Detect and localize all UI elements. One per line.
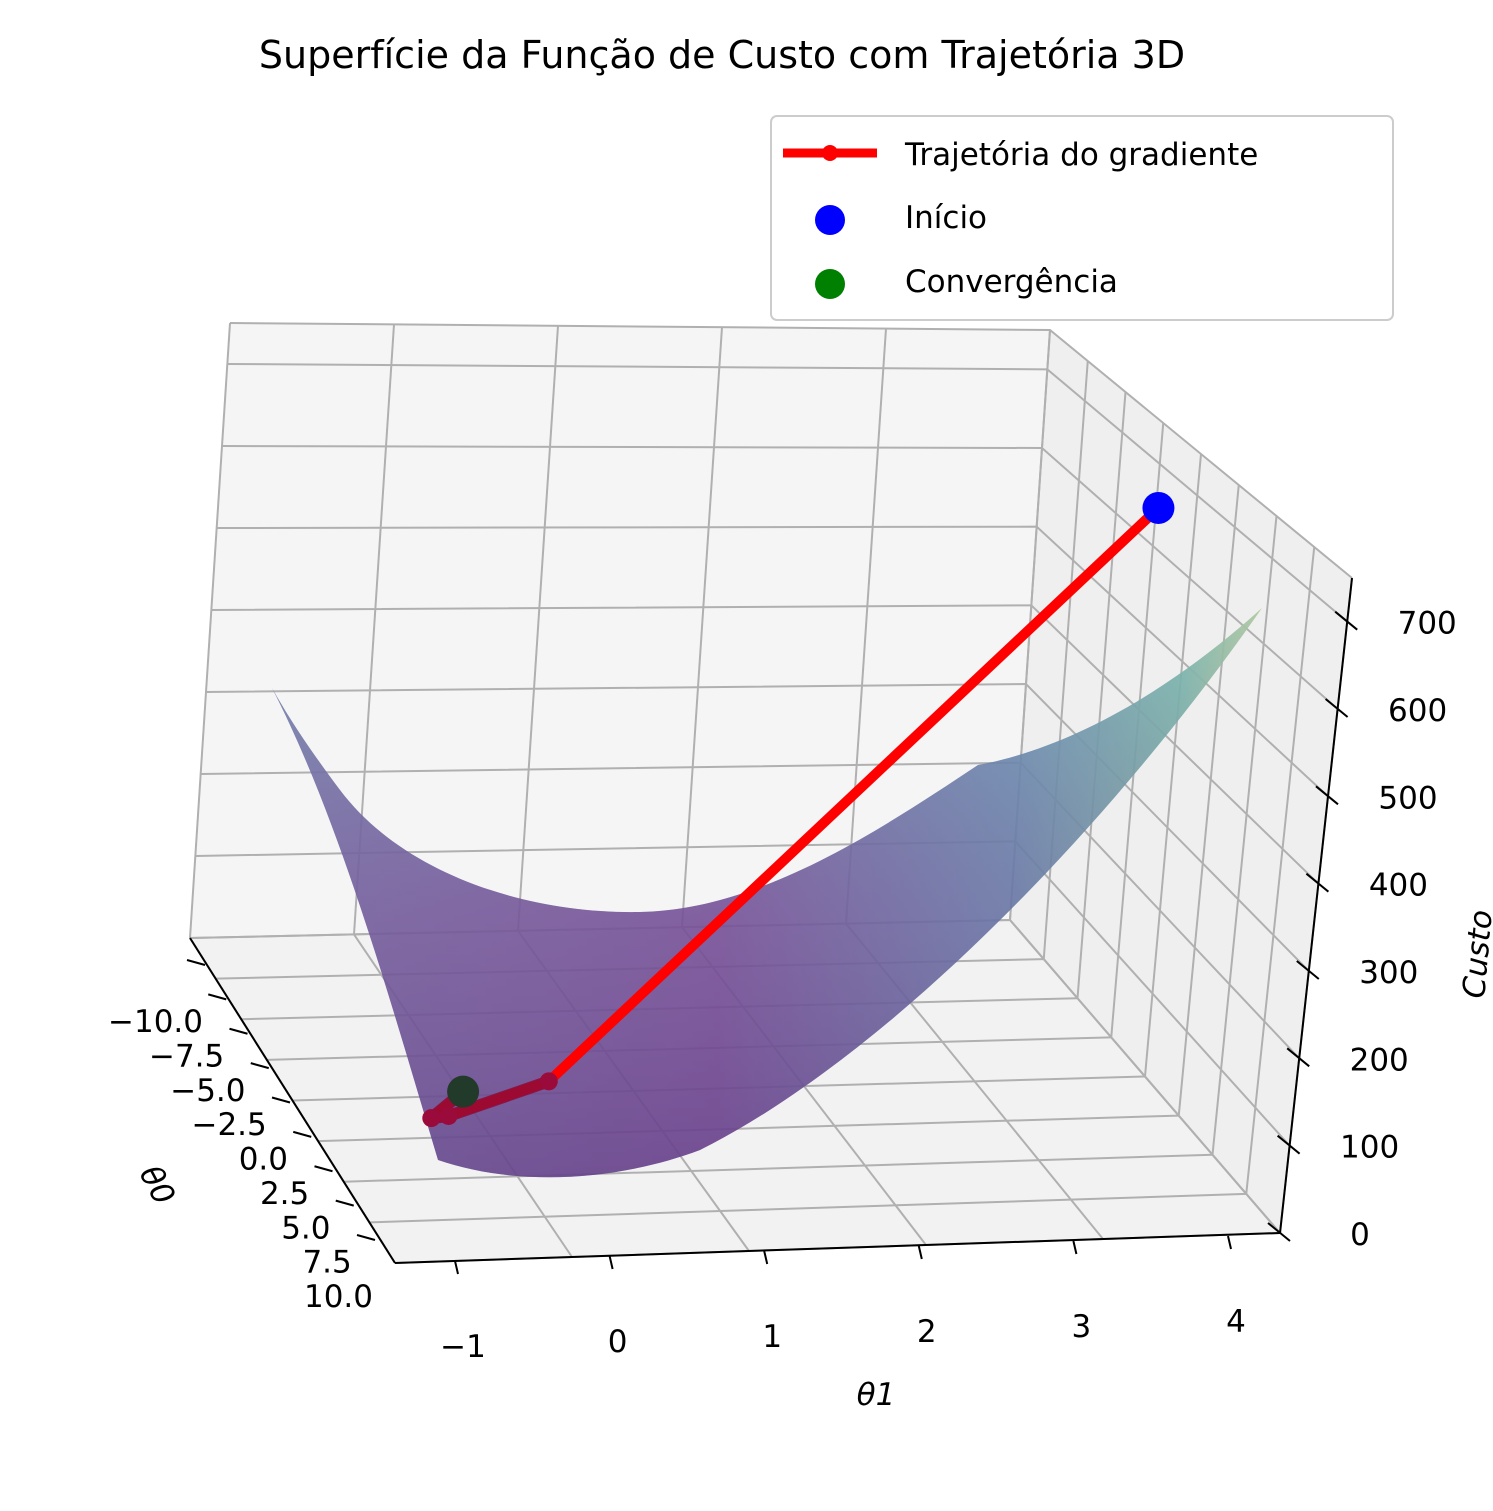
cost-tick-mark: [1296, 960, 1320, 980]
cost-tick-label: 200: [1350, 1042, 1409, 1078]
grid-line-theta1-wall: [517, 325, 559, 931]
grid-line-cost: [205, 682, 1310, 972]
cost-tick-label: 0: [1350, 1217, 1370, 1253]
grid-line-cost: [229, 322, 1353, 579]
theta0-tick-label: 0.0: [239, 1142, 288, 1178]
trajectory-point: [539, 1072, 558, 1091]
cost-tick-label: 700: [1398, 606, 1457, 642]
theta0-axis-label: θ0: [132, 1160, 182, 1211]
cost-tick-label: 500: [1378, 780, 1437, 816]
convergence-point: [447, 1075, 480, 1108]
grid-line-theta0-wall: [1211, 515, 1278, 1155]
theta1-tick-mark: [1072, 1240, 1078, 1255]
grid-line-cost: [227, 363, 1348, 623]
theta1-tick-label: 0: [608, 1324, 628, 1360]
grid-line-cost: [211, 604, 1320, 885]
cost-tick-mark: [1315, 785, 1339, 806]
grid-line-theta1-wall: [845, 328, 887, 924]
theta1-tick-label: −1: [440, 1329, 486, 1365]
theta1-tick-label: 1: [762, 1319, 782, 1355]
cost-axis-line: [1279, 577, 1353, 1234]
cost-tick-label: 100: [1340, 1130, 1399, 1166]
grid-line-cost: [216, 525, 1329, 798]
theta0-tick-label: −10.0: [108, 1004, 203, 1040]
trajectory-point: [439, 1106, 458, 1125]
grid-line-cost: [221, 445, 1339, 710]
legend-entry-trajectory: Trajetória do gradiente: [783, 137, 1258, 173]
cost-tick-label: 400: [1369, 868, 1428, 904]
theta0-tick-label: −5.0: [170, 1073, 245, 1109]
legend-trajectory-label: Trajetória do gradiente: [904, 137, 1258, 173]
legend-start-label: Início: [905, 200, 987, 236]
grid-line-theta0-wall: [1177, 484, 1240, 1116]
theta0-tick-mark: [250, 1062, 270, 1070]
back-pane: [190, 323, 1050, 938]
legend-trajectory-marker: [822, 145, 838, 161]
legend: Trajetória do gradiente Início Convergên…: [770, 115, 1394, 321]
theta0-tick-label: −2.5: [191, 1107, 266, 1143]
theta1-tick-label: 3: [1072, 1309, 1092, 1345]
cost-tick-mark: [1324, 698, 1349, 718]
grid-line-theta0-wall: [1245, 546, 1316, 1194]
theta1-tick-mark: [454, 1260, 459, 1275]
theta1-tick-label: 4: [1226, 1304, 1246, 1340]
grid-line-theta1-wall: [189, 322, 231, 939]
cost-tick-mark: [1305, 872, 1330, 893]
cost-axis-label: Custo: [1456, 908, 1493, 999]
theta0-tick-label: 10.0: [304, 1279, 373, 1315]
theta0-tick-mark: [229, 1027, 248, 1035]
theta1-ticks: −1 0 1 2 3 4: [440, 1235, 1246, 1365]
theta0-tick-label: −7.5: [149, 1038, 224, 1074]
start-point: [1142, 491, 1175, 524]
theta0-tick-mark: [271, 1096, 291, 1104]
cost-tick-mark: [1334, 610, 1358, 631]
gradient-trajectory: [422, 491, 1175, 1128]
chart-title: Superfície da Função de Custo com Trajet…: [259, 33, 1185, 77]
theta0-tick-mark: [207, 993, 227, 1001]
cost-surface: [272, 608, 1262, 1178]
theta1-axis-line: [394, 1232, 1281, 1264]
legend-box: [770, 115, 1394, 321]
grid-line-theta0-wall: [1144, 453, 1202, 1077]
cost-tick-label: 600: [1388, 693, 1447, 729]
cost-tick-mark: [1276, 1134, 1301, 1155]
theta0-tick-mark: [335, 1199, 355, 1207]
cost-ticks: 0 100 200 300 400 500 600 700: [1267, 606, 1457, 1253]
theta0-tick-label: 5.0: [281, 1210, 330, 1246]
grid-line-theta0: [343, 1153, 1213, 1183]
back-panes: [190, 323, 1352, 1263]
cost-tick-mark: [1267, 1222, 1291, 1242]
theta0-tick-mark: [186, 959, 206, 966]
legend-entry-convergence: Convergência: [815, 264, 1118, 300]
theta1-tick-mark: [1227, 1235, 1232, 1250]
theta0-tick-mark: [356, 1234, 376, 1241]
trajectory-point: [422, 1109, 441, 1128]
theta0-axis-line: [189, 937, 396, 1264]
theta1-axis-label: θ1: [857, 1377, 896, 1413]
theta0-ticks: −10.0−7.5−5.0−2.50.02.55.07.510.0: [108, 959, 376, 1315]
grid-line-theta1-wall: [681, 327, 723, 928]
cost-tick-label: 300: [1359, 955, 1418, 991]
legend-convergence-marker: [815, 269, 845, 299]
theta1-tick-mark: [917, 1245, 923, 1260]
grid-line-theta0-wall: [1076, 391, 1127, 999]
legend-start-marker: [815, 205, 845, 235]
theta1-tick-mark: [608, 1255, 614, 1270]
theta0-tick-label: 7.5: [302, 1245, 351, 1281]
theta1-tick-mark: [763, 1250, 769, 1265]
theta1-tick-label: 2: [917, 1314, 937, 1350]
theta0-tick-mark: [292, 1130, 312, 1138]
theta0-tick-mark: [314, 1165, 333, 1173]
legend-convergence-label: Convergência: [905, 264, 1118, 300]
grid-line-theta0: [369, 1192, 1247, 1224]
cost-tick-mark: [1286, 1047, 1310, 1068]
legend-entry-start: Início: [815, 200, 987, 236]
surface-shade: [272, 608, 1262, 1178]
theta0-tick-label: 2.5: [260, 1176, 309, 1212]
axis-lines: [189, 577, 1353, 1264]
